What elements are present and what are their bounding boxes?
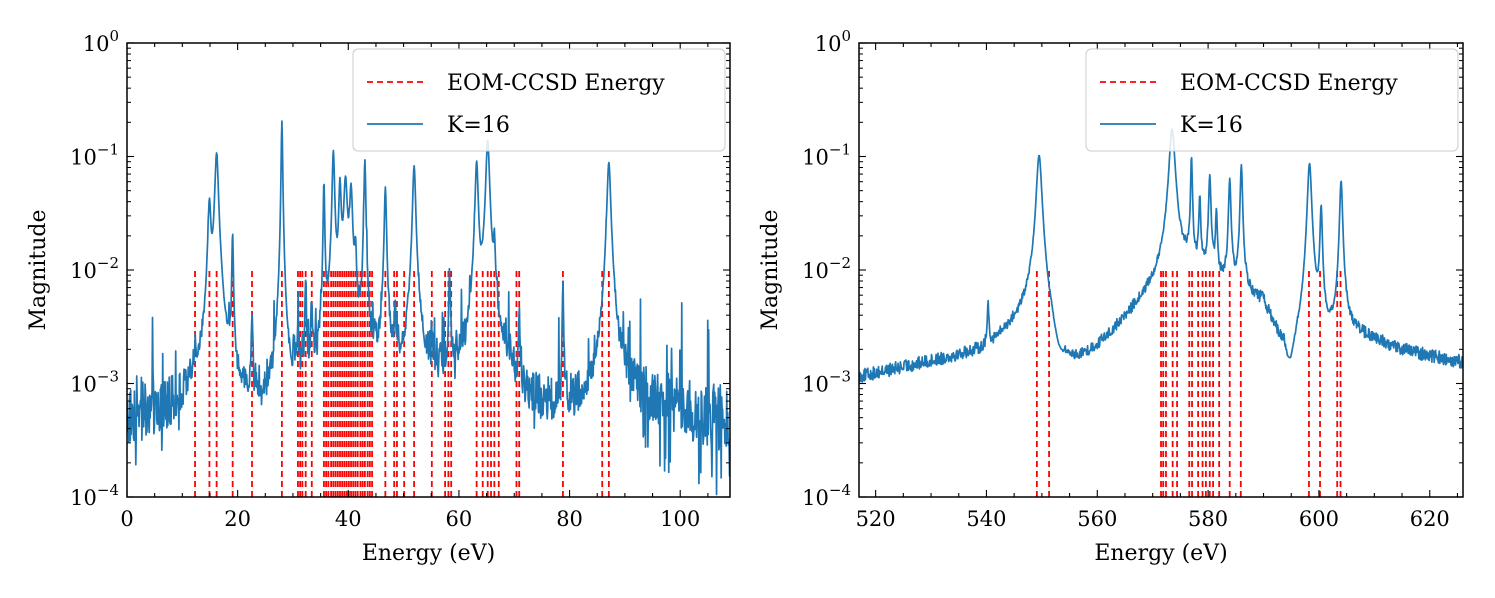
- x-tick-label: 600: [1299, 507, 1339, 531]
- legend-label: EOM-CCSD Energy: [1180, 71, 1398, 96]
- x-tick-label: 60: [446, 507, 473, 531]
- x-tick-label: 0: [120, 507, 133, 531]
- spectrum-line-k16: [127, 120, 730, 496]
- y-tick-label: 10−1: [70, 141, 119, 170]
- y-tick-label: 10−4: [802, 481, 851, 510]
- panel-core: 520 540 560 580 600 620 10−4 10−3 10−2 10−1 100 Ene…: [758, 27, 1464, 566]
- y-tick-label: 10−1: [802, 141, 851, 170]
- x-tick-label: 580: [1188, 507, 1228, 531]
- x-tick-label: 40: [335, 507, 362, 531]
- y-tick-label: 10−4: [70, 481, 119, 510]
- x-axis-title: Energy (eV): [362, 541, 495, 566]
- x-tick-label: 520: [856, 507, 896, 531]
- x-axis-title: Energy (eV): [1094, 541, 1227, 566]
- y-tick-label: 100: [815, 27, 851, 56]
- spectrum-line-k16: [859, 128, 1463, 383]
- y-tick-label: 10−2: [70, 254, 119, 283]
- x-tick-label: 100: [660, 507, 700, 531]
- y-axis-title: Magnitude: [758, 209, 783, 330]
- panel-valence: 0 20 40 60 80 100 10−4 10−3 10−2 10−1 100 Energy (e…: [26, 27, 731, 566]
- legend-label: EOM-CCSD Energy: [447, 71, 665, 96]
- x-tick-label: 620: [1410, 507, 1450, 531]
- y-tick-label: 10−3: [802, 368, 851, 397]
- y-axis-title: Magnitude: [26, 209, 51, 330]
- plot-area: [859, 128, 1463, 497]
- legend-box: [1085, 48, 1459, 152]
- x-tick-label: 80: [556, 507, 583, 531]
- legend: EOM-CCSD Energy K=16: [1085, 48, 1459, 152]
- legend-label: K=16: [447, 113, 510, 138]
- x-tick-label: 20: [224, 507, 251, 531]
- y-tick-label: 10−2: [802, 254, 851, 283]
- legend-label: K=16: [1180, 113, 1243, 138]
- x-tick-label: 560: [1077, 507, 1117, 531]
- y-tick-label: 10−3: [70, 368, 119, 397]
- legend: EOM-CCSD Energy K=16: [352, 48, 726, 152]
- plot-area: [127, 120, 730, 497]
- legend-box: [352, 48, 726, 152]
- y-tick-label: 100: [83, 27, 119, 56]
- x-tick-label: 540: [966, 507, 1006, 531]
